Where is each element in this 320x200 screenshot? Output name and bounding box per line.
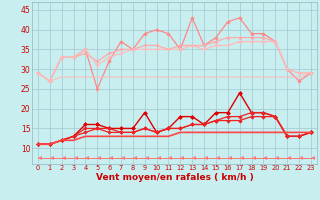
X-axis label: Vent moyen/en rafales ( km/h ): Vent moyen/en rafales ( km/h ) <box>96 173 253 182</box>
